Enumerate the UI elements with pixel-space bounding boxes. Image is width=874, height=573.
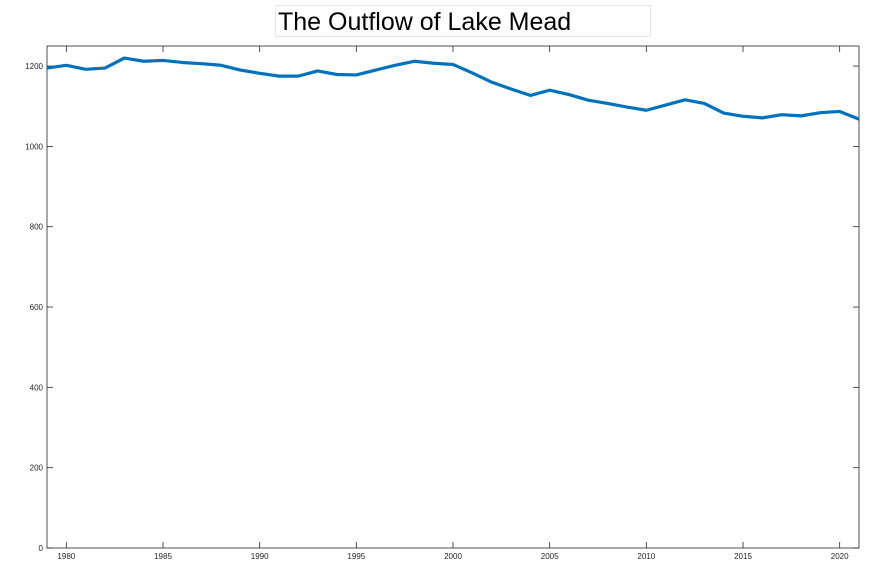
x-tick-label: 2010 bbox=[637, 552, 655, 561]
series-layer bbox=[46, 56, 860, 121]
x-tick-label: 2015 bbox=[734, 552, 752, 561]
x-tick-label: 2000 bbox=[444, 552, 462, 561]
x-tick-label: 2005 bbox=[541, 552, 559, 561]
x-tick-label: 1990 bbox=[251, 552, 269, 561]
y-axis: 0 200 400 600 800 1000 1200 bbox=[25, 62, 859, 553]
y-tick-label: 1000 bbox=[25, 142, 43, 151]
chart-title: The Outflow of Lake Mead bbox=[275, 5, 651, 37]
x-tick-label: 2020 bbox=[831, 552, 849, 561]
x-tick-label: 1980 bbox=[57, 552, 75, 561]
y-tick-label: 200 bbox=[30, 464, 44, 473]
series-line-outflow bbox=[46, 56, 860, 121]
x-tick-label: 1995 bbox=[347, 552, 365, 561]
y-tick-label: 1200 bbox=[25, 62, 43, 71]
y-tick-label: 400 bbox=[30, 383, 44, 392]
x-axis: 1980 1985 1990 1995 2000 2005 2010 2015 2020 bbox=[57, 46, 849, 561]
x-tick-label: 1985 bbox=[154, 552, 172, 561]
y-tick-label: 600 bbox=[30, 303, 44, 312]
y-tick-label: 0 bbox=[39, 544, 44, 553]
y-tick-label: 800 bbox=[30, 223, 44, 232]
plot-area-frame bbox=[46, 45, 860, 549]
